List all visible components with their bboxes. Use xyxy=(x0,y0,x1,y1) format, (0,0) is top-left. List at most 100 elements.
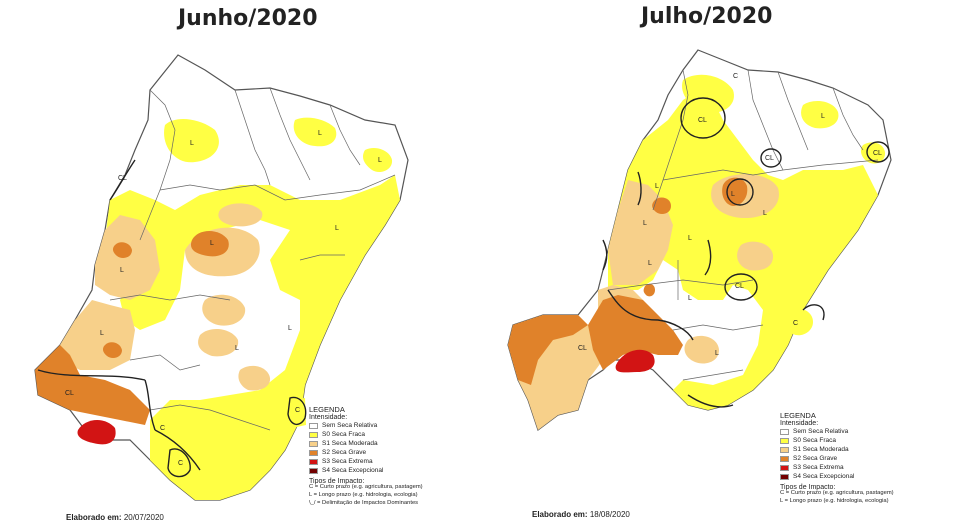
area-s1 xyxy=(737,241,774,271)
legend-item: Sem Seca Relativa xyxy=(780,428,960,437)
map-title: Julho/2020 xyxy=(641,4,773,29)
region-label: L xyxy=(100,330,104,337)
region-label: L xyxy=(731,191,735,198)
region-label: L xyxy=(120,267,124,274)
region-label: L xyxy=(210,240,214,247)
map-panel-julho: Julho/2020 xyxy=(483,0,966,532)
area-s2 xyxy=(643,283,655,297)
region-label: L xyxy=(763,210,767,217)
region-label: L xyxy=(643,220,647,227)
area-s1 xyxy=(198,328,239,357)
legend-swatch xyxy=(780,429,789,435)
region-label: C xyxy=(178,460,183,467)
legend-item: S0 Seca Fraca xyxy=(780,437,960,446)
state-borders xyxy=(607,69,879,381)
region-labels: L L L CL L L L L L CL C C C L xyxy=(65,130,382,467)
state-borders xyxy=(109,87,396,431)
region-label: L xyxy=(821,113,825,120)
region-label: C xyxy=(793,320,798,327)
legend-subtitle: Intensidade: xyxy=(309,413,348,421)
area-s0 xyxy=(290,398,306,428)
legend-item: S0 Seca Fraca xyxy=(309,431,479,440)
legend-item: S4 Seca Excepcional xyxy=(309,467,479,476)
region-label: L xyxy=(288,325,292,332)
legend-swatch xyxy=(780,465,789,471)
region-label: CL xyxy=(118,175,127,182)
elaboration-label: Elaborado em: xyxy=(532,510,588,519)
region-label: CL xyxy=(765,155,774,162)
area-s0 xyxy=(801,100,839,129)
legend-subtitle: Intensidade: xyxy=(780,419,819,427)
area-s1 xyxy=(95,215,160,300)
impact-title: Tipos de Impacto: xyxy=(780,483,836,491)
legend-item: S1 Seca Moderada xyxy=(309,440,479,449)
region-label: C xyxy=(295,407,300,414)
area-s2 xyxy=(102,342,122,358)
region-label: L xyxy=(688,235,692,242)
legend-swatch xyxy=(309,459,318,465)
area-s0 xyxy=(164,118,219,163)
region-label: CL xyxy=(698,117,707,124)
impact-note: \_/ = Delimitação de Impactos Dominantes xyxy=(309,499,419,506)
impact-note: C = Curto prazo (e.g. agricultura, pasta… xyxy=(780,489,894,496)
impact-delimitation xyxy=(602,97,890,408)
area-s0 xyxy=(860,142,886,164)
area-s2 xyxy=(588,295,683,370)
area-s1 xyxy=(218,203,263,227)
elaboration-value: 20/07/2020 xyxy=(123,513,164,522)
elaboration-value: 18/08/2020 xyxy=(589,510,630,519)
impact-title: Tipos de Impacto: xyxy=(309,477,365,485)
area-s1 xyxy=(684,335,719,364)
map-title: Junho/2020 xyxy=(178,6,318,31)
region-labels: C CL L CL CL L L L L L CL L L L CL C xyxy=(578,73,882,357)
region-label: C xyxy=(160,425,165,432)
legend: LEGENDA Intensidade: Sem Seca Relativa S… xyxy=(780,412,960,507)
region-label: CL xyxy=(65,390,74,397)
region-label: CL xyxy=(735,283,744,290)
area-s0 xyxy=(293,117,337,147)
map-panel-junho: Junho/2020 xyxy=(34,6,479,522)
area-s2 xyxy=(652,197,671,214)
legend-item: S2 Seca Grave xyxy=(780,455,960,464)
region-label: L xyxy=(715,350,719,357)
legend-item: S4 Seca Excepcional xyxy=(780,473,960,482)
region-label: L xyxy=(235,345,239,352)
elaboration-date: Elaborado em: 20/07/2020 xyxy=(66,513,164,522)
legend-title: LEGENDA xyxy=(780,411,816,420)
legend-swatch xyxy=(309,432,318,438)
region-label: C xyxy=(733,73,738,80)
area-s2 xyxy=(508,315,588,385)
area-s0 xyxy=(785,308,813,336)
area-s2 xyxy=(190,231,229,257)
legend-item: Sem Seca Relativa xyxy=(309,422,479,431)
region-label: L xyxy=(648,260,652,267)
impact-note: L = Longo prazo (e.g. hidrologia, ecolog… xyxy=(309,491,418,498)
legend-swatch xyxy=(780,447,789,453)
legend-item: S3 Seca Extrema xyxy=(780,464,960,473)
region-label: L xyxy=(378,157,382,164)
impact-note: L = Longo prazo (e.g. hidrologia, ecolog… xyxy=(780,497,889,504)
area-s2 xyxy=(35,345,150,425)
region-label: L xyxy=(190,140,194,147)
elaboration-date: Elaborado em: 18/08/2020 xyxy=(532,510,630,519)
region-label: L xyxy=(335,225,339,232)
drought-map-junho: L L L CL L L L L L CL C C C L xyxy=(34,54,409,501)
legend-swatch xyxy=(780,438,789,444)
elaboration-label: Elaborado em: xyxy=(66,513,122,522)
legend-item: S3 Seca Extrema xyxy=(309,458,479,467)
legend-swatch xyxy=(309,450,318,456)
legend-swatch xyxy=(309,468,318,474)
region-label: L xyxy=(655,183,659,190)
region-label: L xyxy=(318,130,322,137)
area-s2 xyxy=(112,242,132,258)
legend-swatch xyxy=(309,441,318,447)
area-s1 xyxy=(238,365,271,391)
area-s3 xyxy=(77,419,116,445)
legend-swatch xyxy=(309,423,318,429)
region-label: CL xyxy=(578,345,587,352)
legend-swatch xyxy=(780,474,789,480)
legend-title: LEGENDA xyxy=(309,405,345,414)
legend-swatch xyxy=(780,456,789,462)
area-s0 xyxy=(105,175,400,500)
legend-item: S1 Seca Moderada xyxy=(780,446,960,455)
